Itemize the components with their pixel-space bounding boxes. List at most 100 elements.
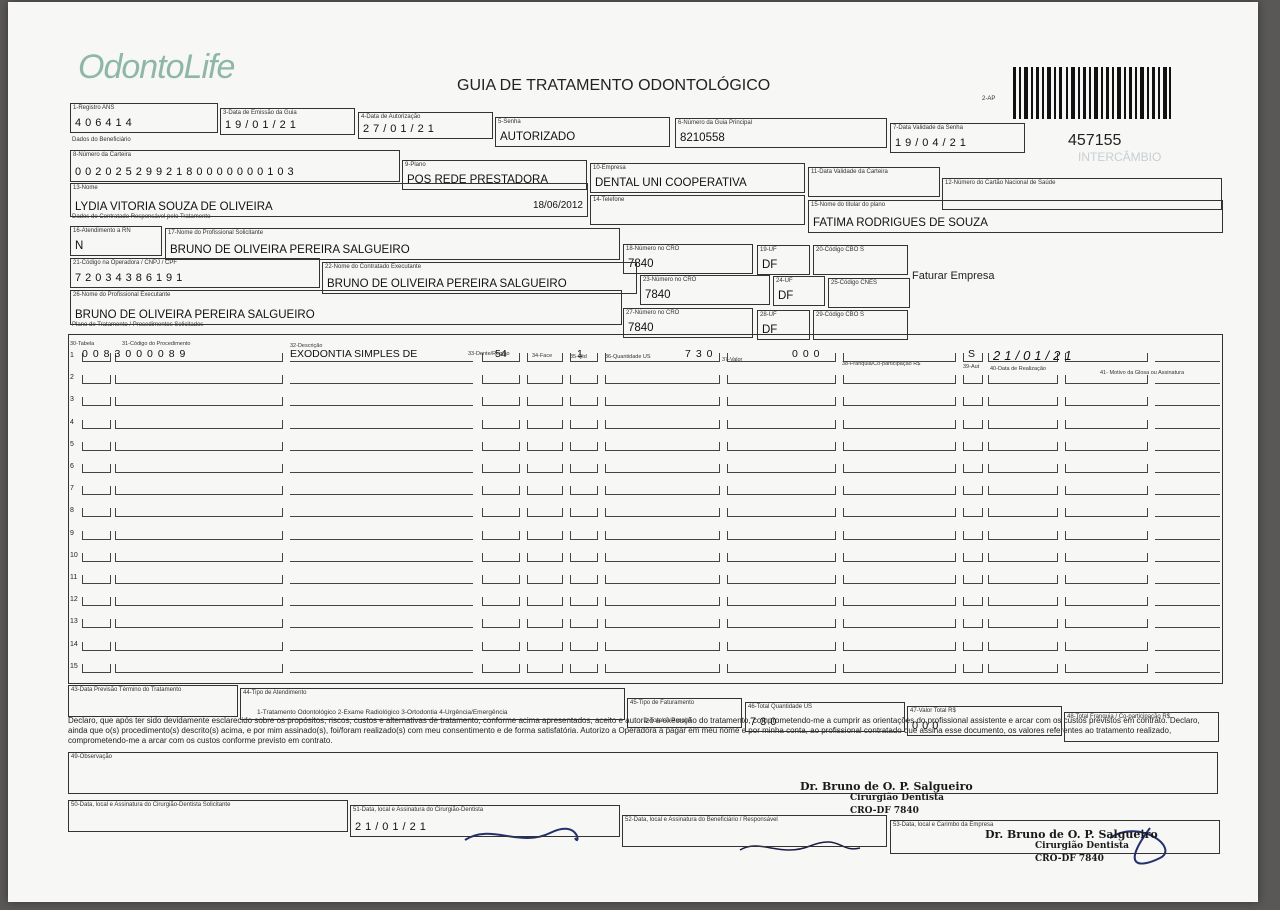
table-cell: [727, 552, 836, 562]
field: 17-Nome do Profissional Solicitante BRUNO…: [165, 228, 620, 260]
field-value: BRUNO DE OLIVEIRA PEREIRA SALGUEIRO: [170, 244, 410, 256]
table-cell: [963, 575, 983, 584]
field-value: 8210558: [680, 132, 725, 144]
section-title: Dados do Beneficiário: [72, 137, 131, 143]
table-cell: [1155, 375, 1220, 385]
table-cell: [963, 530, 983, 540]
table-cell: [727, 641, 836, 651]
table-cell: [570, 441, 598, 451]
table-cell: [1155, 575, 1220, 584]
table-cell: [82, 508, 111, 518]
table-cell: [605, 508, 720, 518]
table-cell: [290, 642, 473, 651]
table-cell: [963, 597, 983, 607]
table-cell: [482, 486, 520, 496]
field-label: 24-UF: [776, 278, 793, 284]
table-header: 41- Motivo da Glosa ou Assinatura: [1100, 370, 1185, 376]
table-cell: [605, 441, 720, 451]
table-cell: [527, 419, 563, 429]
table-cell: [82, 597, 111, 607]
stamp-line: CRO-DF 7840: [1035, 854, 1104, 864]
table-cell: [290, 575, 473, 584]
field-label: 25-Código CNES: [831, 280, 878, 286]
field: 3-Data de Emissão da Guia 19/01/21: [220, 108, 355, 135]
field-label: 19-UF: [760, 247, 777, 253]
table-cell: [115, 508, 283, 518]
table-cell: [82, 663, 111, 673]
table-cell: [1155, 619, 1220, 629]
table-cell: [82, 419, 111, 429]
field-value: FATIMA RODRIGUES DE SOUZA: [813, 217, 988, 229]
table-cell: [1065, 597, 1148, 607]
field-value: AUTORIZADO: [500, 131, 576, 143]
field-label: 11-Data Validade da Carteira: [811, 169, 888, 175]
table-cell: [727, 508, 836, 518]
field-label: 10-Empresa: [593, 165, 626, 171]
field: 53-Data, local e Carimbo da Empresa: [890, 820, 1220, 854]
field: 47-Valor Total R$ 000: [907, 706, 1062, 736]
table-cell: [963, 552, 983, 562]
table-cell: [482, 353, 520, 362]
table-cell: [482, 530, 520, 540]
table-cell: [727, 597, 836, 607]
field: 50-Data, local e Assinatura do Cirurgião…: [68, 800, 348, 832]
table-cell: [988, 486, 1058, 496]
table-cell: [482, 464, 520, 473]
table-cell: [290, 375, 473, 385]
table-cell: [605, 419, 720, 429]
row-number: 10: [70, 551, 78, 559]
field: 10-Empresa DENTAL UNI COOPERATIVA: [590, 163, 805, 193]
table-cell: [727, 375, 836, 385]
row-number: 7: [70, 485, 74, 493]
table-cell: [988, 575, 1058, 584]
field-label: 43-Data Previsão Término do Tratamento: [71, 687, 182, 693]
field: 28-UF DF: [757, 310, 810, 340]
table-cell: [482, 597, 520, 607]
field-value: 72034386191: [75, 272, 187, 284]
field-value: DENTAL UNI COOPERATIVA: [595, 177, 747, 189]
table-cell: [82, 575, 111, 584]
field-value: DF: [762, 259, 778, 271]
table-cell: [843, 552, 956, 562]
table-cell: [527, 663, 563, 673]
field-label: 27-Número no CRO: [626, 310, 680, 316]
stamp-line: CRO-DF 7840: [850, 806, 919, 816]
table-cell: [988, 397, 1058, 407]
row-number: 11: [70, 574, 78, 581]
cell-value: 000: [792, 348, 825, 360]
table-cell: [1065, 663, 1148, 673]
table-cell: [527, 552, 563, 562]
field-label: 5-Senha: [498, 119, 521, 125]
field-label: 22-Nome do Contratado Executante: [325, 264, 422, 270]
table-cell: [115, 441, 283, 451]
table-cell: [1065, 353, 1148, 362]
field-label: 3-Data de Emissão da Guia: [223, 110, 297, 116]
table-cell: [605, 552, 720, 562]
section-title: Dados do Contratado Responsável pelo Tra…: [72, 214, 211, 220]
table-cell: [963, 464, 983, 473]
table-cell: [115, 353, 283, 362]
table-cell: [1065, 619, 1148, 629]
field-label: 23-Número no CRO: [643, 277, 697, 283]
table-cell: [115, 641, 283, 651]
row-number: 13: [70, 618, 78, 626]
table-header: 36-Quantidade US: [605, 354, 651, 360]
table-cell: [605, 353, 720, 362]
table-cell: [605, 530, 720, 540]
field-value: 730: [750, 716, 781, 728]
field: 7-Data Validade da Senha 19/04/21: [890, 123, 1025, 153]
row-number: 15: [70, 662, 78, 670]
table-cell: [482, 663, 520, 673]
table-cell: [605, 597, 720, 607]
title: GUIA DE TRATAMENTO ODONTOLÓGICO: [457, 77, 771, 94]
row-number: 2: [70, 374, 74, 382]
field: 6-Número da Guia Principal 8210558: [675, 118, 887, 148]
table-cell: [82, 641, 111, 651]
table-cell: [727, 464, 836, 473]
table-cell: [290, 442, 473, 451]
table-cell: [570, 486, 598, 496]
table-cell: [82, 552, 111, 562]
field-value: 7840: [645, 289, 671, 301]
table-cell: [727, 530, 836, 540]
